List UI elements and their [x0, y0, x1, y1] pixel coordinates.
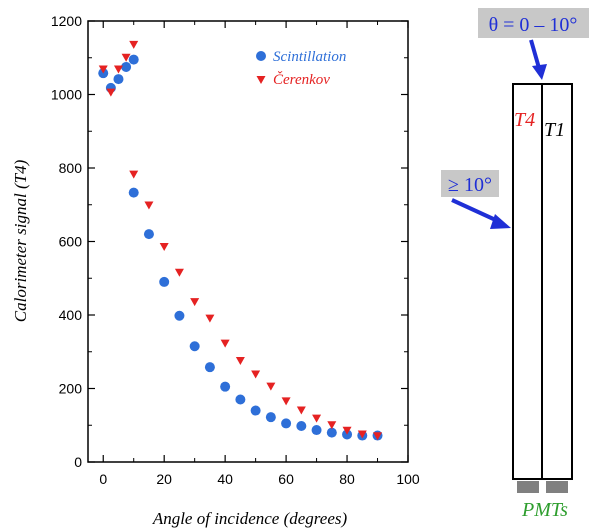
- pmt-block-left: [517, 481, 539, 493]
- legend-marker-scintillation: [256, 51, 266, 61]
- y-tick-label: 800: [59, 160, 83, 176]
- cerenkov-point: [205, 314, 215, 323]
- cerenkov-point: [144, 201, 154, 210]
- side-angle-label: ≥ 10°: [448, 174, 492, 196]
- x-tick-label: 100: [396, 471, 420, 487]
- pmts-label: PMTs: [521, 499, 568, 521]
- legend-label-cerenkov: Čerenkov: [273, 71, 330, 88]
- top-label-background: [478, 8, 589, 38]
- side-label-background: [441, 170, 499, 197]
- legend-label-scintillation: Scintillation: [273, 49, 346, 65]
- chart: 0 200 400 600 800 1000 1200 0 20 40 60 80 100 Scint…: [11, 13, 420, 528]
- scintillation-point: [189, 341, 200, 352]
- cerenkov-point: [174, 268, 184, 277]
- scintillation-point: [311, 425, 322, 436]
- scintillation-point: [121, 61, 132, 72]
- side-arrow-shaft: [451, 198, 501, 224]
- y-tick-label: 0: [74, 454, 82, 470]
- scintillation-point: [128, 54, 139, 65]
- cerenkov-point: [296, 406, 306, 415]
- scintillation-point: [128, 187, 139, 198]
- y-axis-ticks: 0 200 400 600 800 1000 1200: [51, 13, 408, 470]
- data-points: [98, 40, 383, 441]
- scintillation-point: [159, 276, 170, 287]
- detector-diagram: θ = 0 – 10° ≥ 10° T4 T1 PMTs: [441, 8, 589, 521]
- legend: Scintillation Čerenkov: [256, 49, 346, 88]
- cerenkov-point: [129, 40, 139, 49]
- cerenkov-point: [342, 426, 352, 435]
- t4-label: T4: [514, 109, 535, 131]
- top-angle-label: θ = 0 – 10°: [489, 14, 578, 36]
- scintillation-point: [250, 405, 261, 416]
- side-arrow-head-icon: [490, 214, 511, 229]
- cerenkov-point: [113, 65, 123, 74]
- scintillation-point: [235, 394, 246, 405]
- y-tick-label: 400: [59, 307, 83, 323]
- y-tick-label: 1000: [51, 87, 82, 103]
- cerenkov-point: [190, 298, 200, 307]
- cerenkov-point: [106, 88, 116, 97]
- top-arrow-head-icon: [532, 64, 547, 80]
- pmt-block-right: [546, 481, 568, 493]
- cerenkov-point: [266, 382, 276, 391]
- cerenkov-point: [281, 397, 291, 406]
- cerenkov-point: [251, 370, 261, 379]
- cerenkov-point: [235, 356, 245, 365]
- scintillation-point: [143, 229, 154, 240]
- scintillation-point: [204, 362, 215, 373]
- top-arrow-shaft: [529, 39, 541, 69]
- scintillation-point: [296, 420, 307, 431]
- y-tick-label: 1200: [51, 13, 82, 29]
- cerenkov-point: [312, 414, 322, 423]
- scintillation-point: [265, 412, 276, 423]
- cerenkov-point: [373, 432, 383, 441]
- bar-t4: [512, 83, 543, 480]
- x-tick-label: 0: [99, 471, 107, 487]
- y-axis-label: Calorimeter signal (T4): [11, 159, 30, 322]
- cerenkov-point: [327, 421, 337, 430]
- plot-frame: [87, 20, 409, 463]
- scintillation-point: [281, 418, 292, 429]
- t1-label: T1: [544, 119, 565, 141]
- scintillation-point: [326, 427, 337, 438]
- scintillation-point: [220, 381, 231, 392]
- scintillation-point: [174, 310, 185, 321]
- cerenkov-point: [357, 430, 367, 439]
- x-tick-label: 80: [339, 471, 355, 487]
- x-tick-label: 40: [217, 471, 233, 487]
- scintillation-point: [113, 74, 124, 85]
- y-tick-label: 200: [59, 381, 83, 397]
- x-tick-label: 20: [156, 471, 172, 487]
- cerenkov-point: [121, 53, 131, 62]
- y-tick-label: 600: [59, 234, 83, 250]
- cerenkov-point: [220, 339, 230, 348]
- x-axis-label: Angle of incidence (degrees): [152, 509, 348, 528]
- legend-marker-cerenkov: [256, 76, 266, 84]
- cerenkov-point: [129, 170, 139, 179]
- x-tick-label: 60: [278, 471, 294, 487]
- cerenkov-point: [159, 243, 169, 252]
- x-axis-ticks: 0 20 40 60 80 100: [99, 21, 420, 487]
- cerenkov-point: [98, 65, 108, 74]
- bar-t1: [541, 83, 573, 480]
